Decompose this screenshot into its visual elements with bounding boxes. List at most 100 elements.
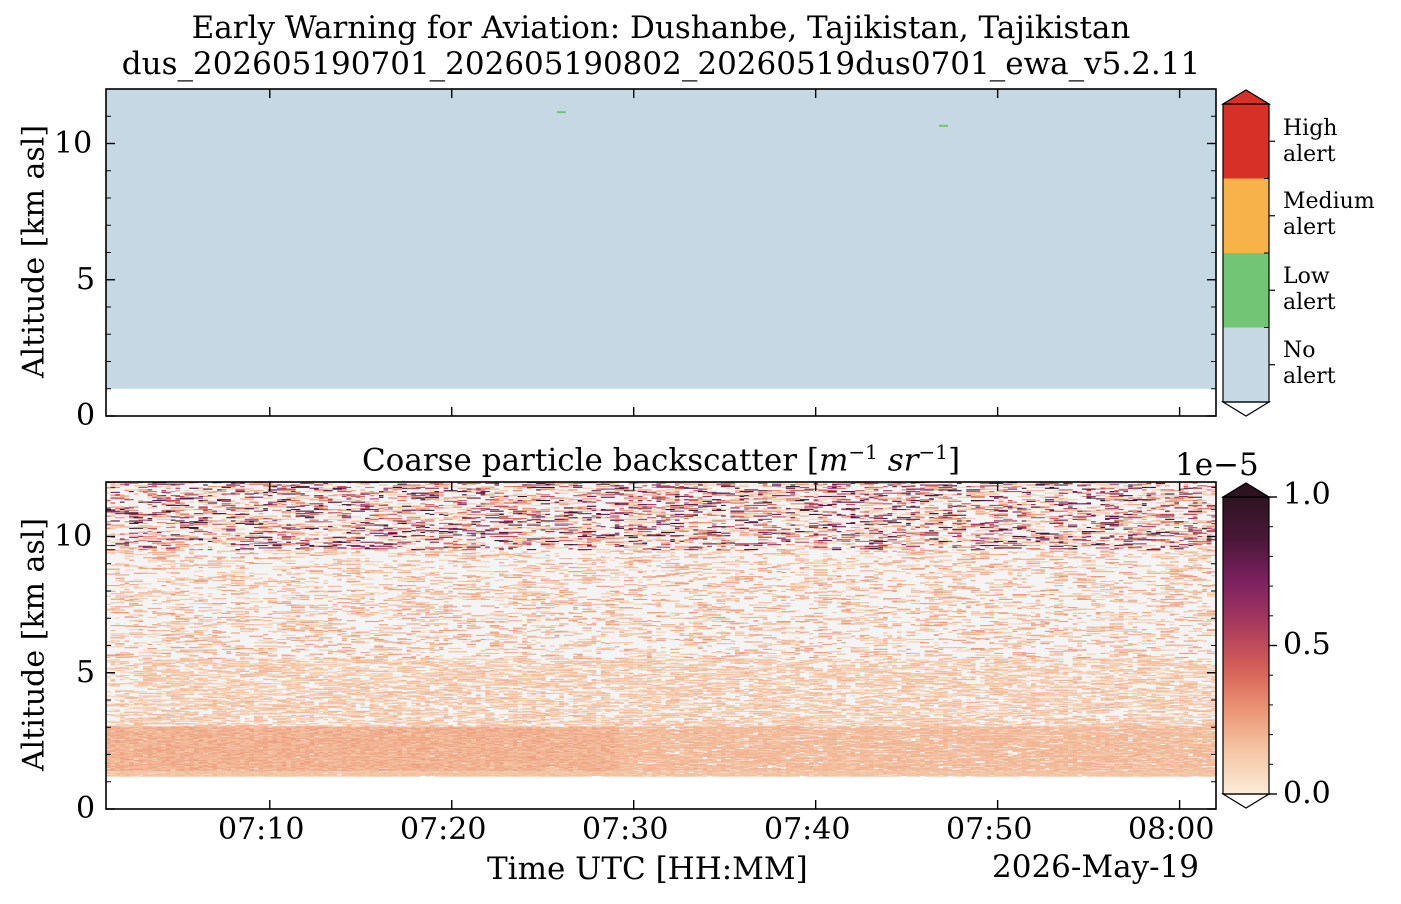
backscatter-cell [208,731,213,732]
backscatter-cell [226,623,231,624]
backscatter-cell [231,672,236,673]
backscatter-cell [171,628,180,629]
backscatter-cell [175,672,180,673]
backscatter-cell [286,698,291,699]
backscatter-cell [236,549,241,550]
backscatter-cell [286,717,295,718]
backscatter-cell [231,687,245,688]
backscatter-cell [203,578,208,579]
backscatter-cell [263,620,272,621]
backscatter-cell [286,507,295,508]
backscatter-cell [245,653,259,654]
backscatter-cell [277,548,282,549]
backscatter-cell [180,502,185,503]
backscatter-cell [125,569,134,570]
backscatter-cell [249,517,254,518]
backscatter-cell [194,638,199,639]
backscatter-cell [199,488,204,489]
backscatter-cell [277,704,282,705]
backscatter-cell [231,493,236,494]
backscatter-cell [259,640,264,641]
backscatter-cell [305,775,310,776]
backscatter-cell [217,562,222,563]
backscatter-cell [263,542,268,543]
alert-region-0 [106,89,1216,389]
backscatter-cell [115,484,120,485]
backscatter-cell [120,679,125,680]
backscatter-cell [231,520,236,521]
backscatter-cell [203,501,217,502]
backscatter-cell [157,522,166,523]
backscatter-cell [125,484,130,485]
backscatter-cell [208,682,213,683]
backscatter-cell [231,580,245,581]
backscatter-cell [208,646,213,647]
backscatter-cell [180,650,194,651]
backscatter-cell [106,499,115,500]
backscatter-cell [236,691,245,692]
backscatter-cell [208,658,222,659]
backscatter-cell [189,769,194,770]
backscatter-cell [217,619,222,620]
backscatter-cell [148,668,157,669]
backscatter-cell [129,601,143,602]
backscatter-cell [185,679,190,680]
backscatter-cell [249,668,258,669]
backscatter-cell [217,587,226,588]
backscatter-cell [300,659,305,660]
backscatter-cell [259,719,264,720]
backscatter-cell [120,502,125,503]
backscatter-cell [273,748,278,749]
backscatter-cell [286,563,295,564]
backscatter-cell [185,538,190,539]
backscatter-cell [180,701,185,702]
backscatter-cell [199,567,204,568]
backscatter-cell [194,755,199,756]
backscatter-cell [296,690,301,691]
backscatter-cell [180,591,189,592]
backscatter-cell [300,690,309,691]
backscatter-cell [263,713,268,714]
backscatter-cell [166,493,171,494]
backscatter-cell [125,583,130,584]
backscatter-cell [226,509,231,510]
backscatter-cell [208,605,222,606]
backscatter-cell [268,601,273,602]
backscatter-cell [152,592,166,593]
backscatter-cell [236,696,245,697]
backscatter-cell [249,539,254,540]
backscatter-cell [217,756,222,757]
backscatter-cell [291,504,296,505]
backscatter-cell [171,681,180,682]
backscatter-cell [125,641,130,642]
backscatter-cell [111,748,116,749]
backscatter-cell [259,526,273,527]
backscatter-cell [134,541,139,542]
backscatter-cell [208,716,217,717]
backscatter-cell [273,632,278,633]
backscatter-cell [268,728,273,729]
backscatter-cell [171,541,185,542]
backscatter-cell [296,615,301,616]
backscatter-cell [245,686,250,687]
backscatter-cell [162,490,167,491]
backscatter-cell [203,617,212,618]
backscatter-cell [240,511,249,512]
backscatter-cell [259,563,273,564]
backscatter-cell [148,617,153,618]
backscatter-cell [138,655,147,656]
backscatter-cell [305,682,310,683]
backscatter-cell [226,679,240,680]
backscatter-cell [263,650,277,651]
backscatter-cell [138,487,147,488]
backscatter-cell [245,508,254,509]
backscatter-cell [240,513,245,514]
backscatter-cell [143,610,148,611]
backscatter-cell [111,679,116,680]
backscatter-cell [240,714,249,715]
backscatter-cell [291,581,300,582]
backscatter-cell [249,484,263,485]
backscatter-cell [148,539,157,540]
backscatter-cell [296,496,301,497]
backscatter-cell [180,599,194,600]
